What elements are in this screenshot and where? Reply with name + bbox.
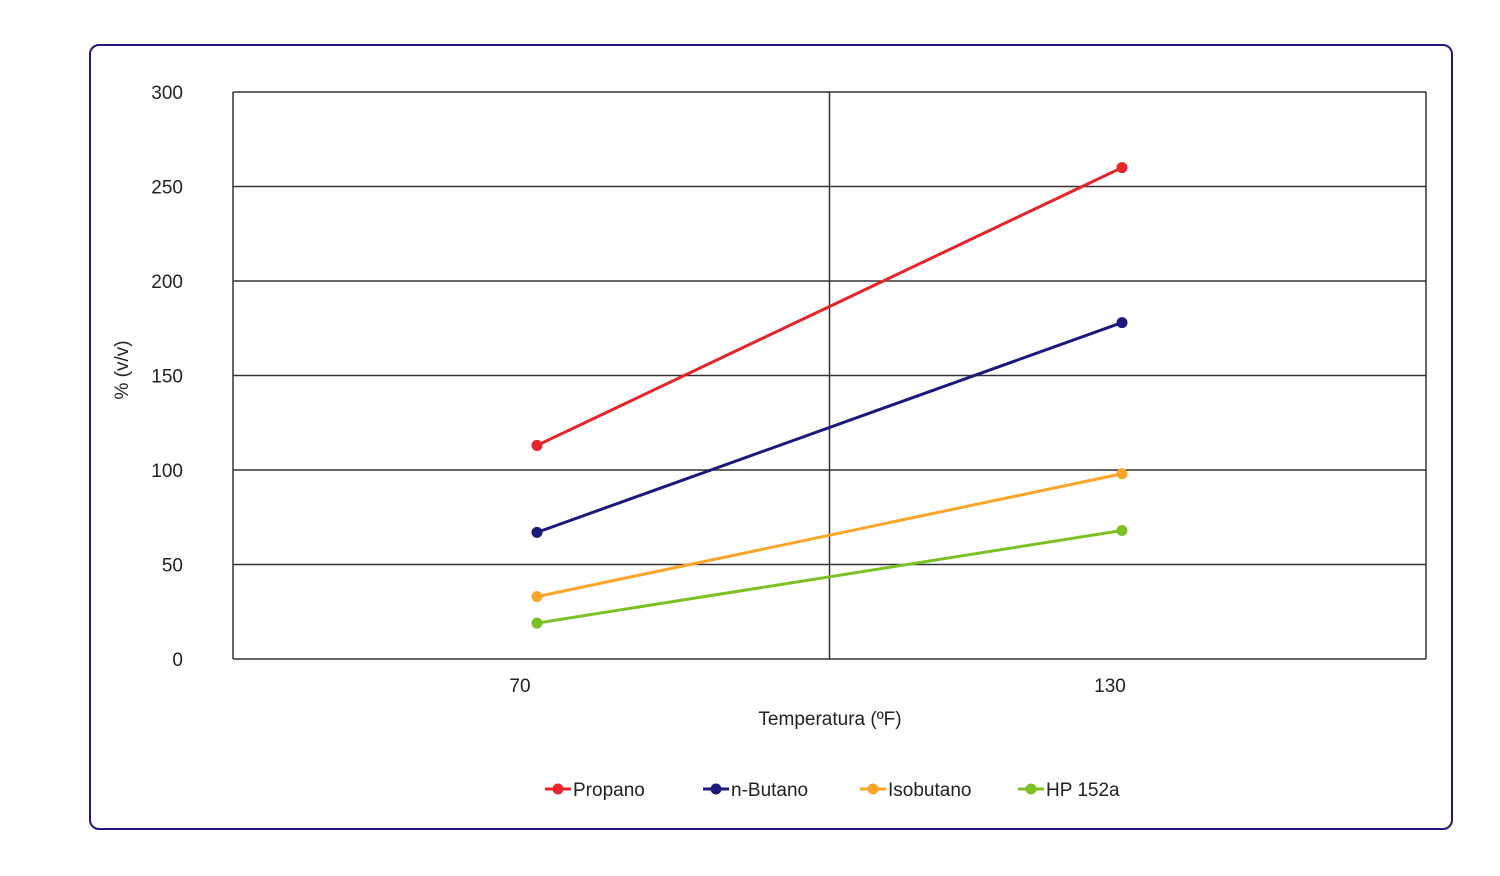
y-tick-label: 100 xyxy=(151,461,183,482)
data-point xyxy=(531,439,543,451)
y-axis-label: % (v/v) xyxy=(112,340,133,399)
series-line-propano xyxy=(536,166,1123,447)
chart-frame xyxy=(89,44,1453,830)
legend-marker xyxy=(552,783,564,795)
legend-marker xyxy=(710,783,722,795)
data-point xyxy=(531,526,543,538)
y-tick-label: 50 xyxy=(162,556,183,577)
y-tick-label: 300 xyxy=(151,83,183,104)
data-point xyxy=(1116,317,1128,329)
y-tick-label: 200 xyxy=(151,272,183,293)
y-tick-label: 0 xyxy=(172,650,183,671)
y-tick-label: 250 xyxy=(151,178,183,199)
legend-label: HP 152a xyxy=(1046,780,1120,801)
legend-marker xyxy=(867,783,879,795)
series-line-hp-152a xyxy=(536,528,1123,625)
series-line-n-butano xyxy=(536,321,1123,534)
x-axis-label: Temperatura (ºF) xyxy=(758,709,901,730)
legend-marker xyxy=(1025,783,1037,795)
data-point xyxy=(1116,524,1128,536)
data-point xyxy=(1116,162,1128,174)
data-point xyxy=(531,591,543,603)
legend-label: Isobutano xyxy=(888,780,971,801)
data-point xyxy=(1116,468,1128,480)
x-tick-label: 130 xyxy=(1094,676,1126,697)
data-point xyxy=(531,617,543,629)
legend-label: Propano xyxy=(573,780,645,801)
y-tick-label: 150 xyxy=(151,367,183,388)
series-line-isobutano xyxy=(536,472,1123,599)
x-tick-label: 70 xyxy=(509,676,530,697)
legend-label: n-Butano xyxy=(731,780,808,801)
